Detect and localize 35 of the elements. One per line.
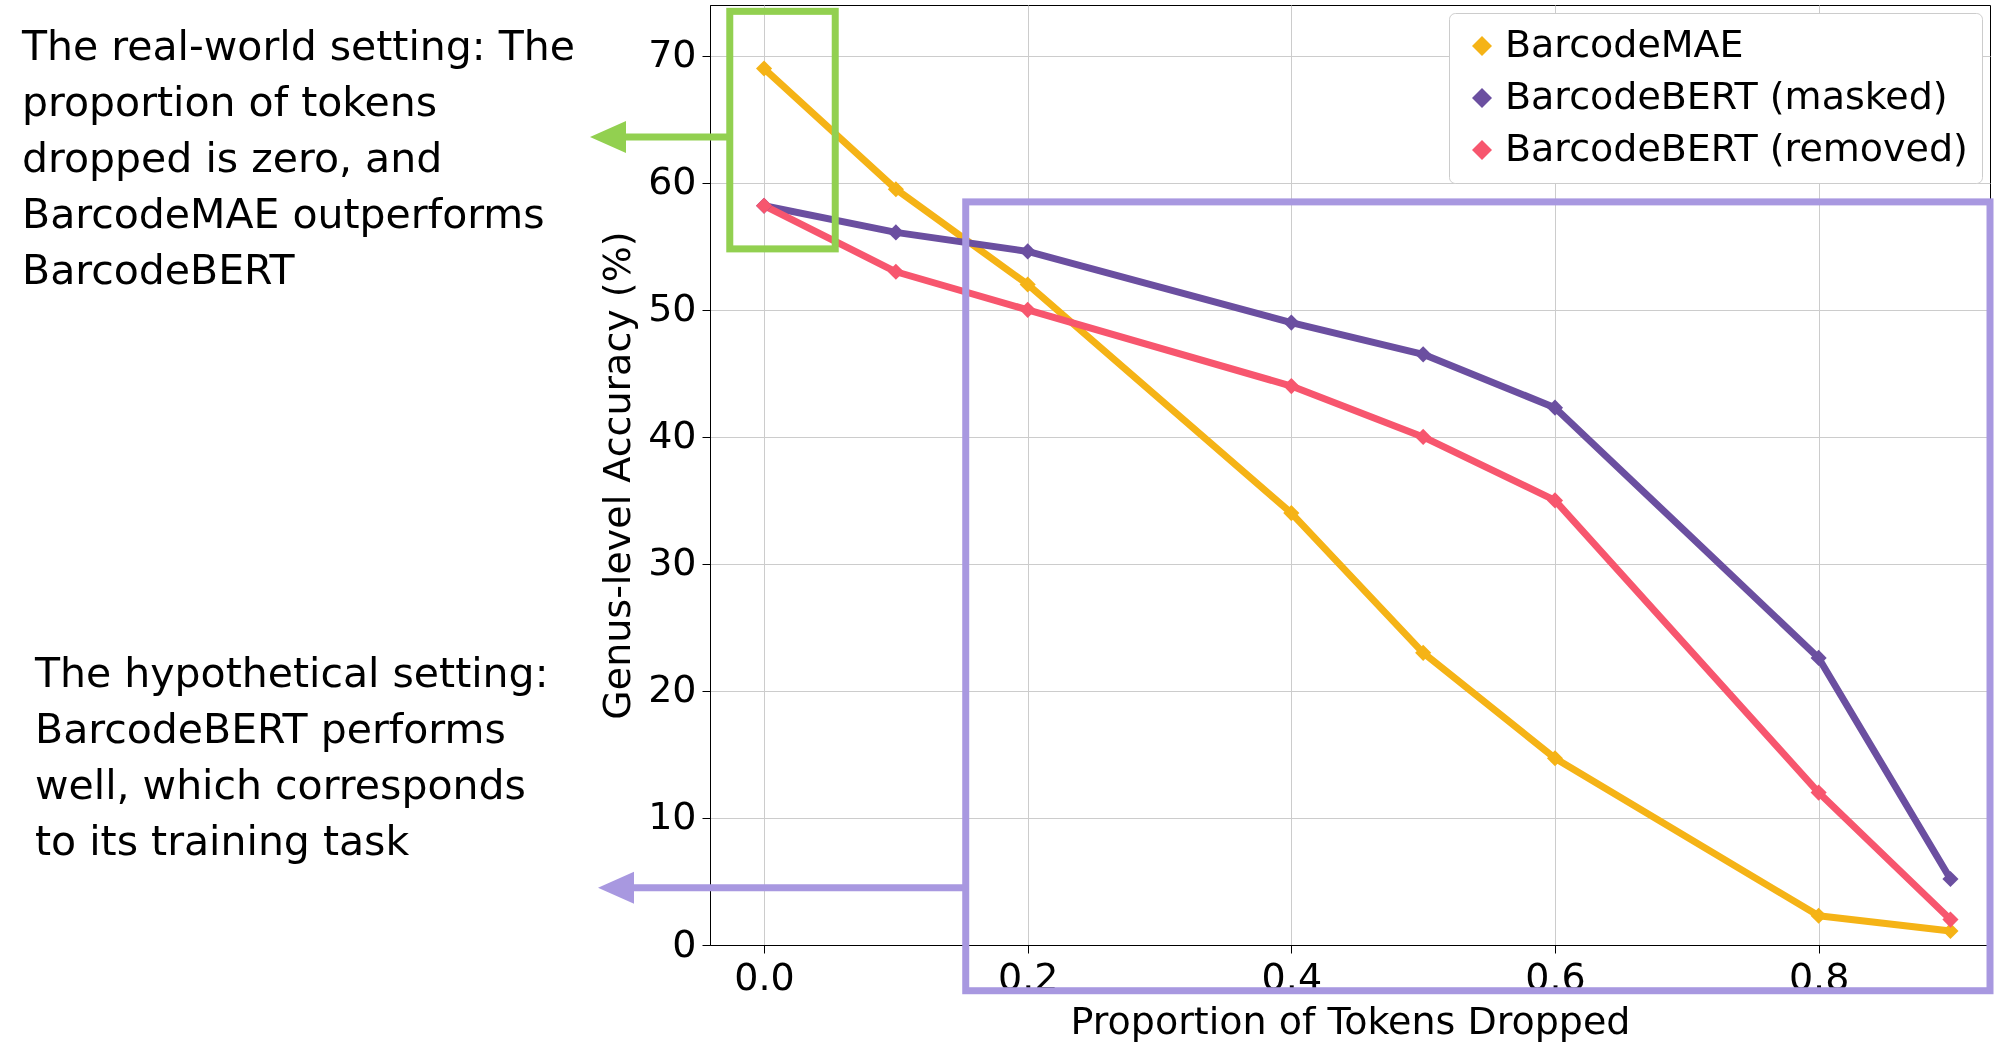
y-tick-label: 20: [648, 667, 697, 712]
text: The real-world setting: The proportion of tokens dropped is zero, and BarcodeMAE outperforms BarcodeBERT: [22, 21, 576, 296]
y-tick-label: 50: [648, 286, 697, 331]
x-axis-title: Proportion of Tokens Dropped: [1070, 998, 1631, 1043]
point: [1283, 314, 1300, 331]
text: The hypothetical setting: BarcodeBERT performs well, which corresponds to its training task: [35, 648, 550, 867]
point: [1546, 399, 1564, 416]
y-tick-label: 30: [648, 540, 697, 585]
y-tick-label: 70: [648, 32, 697, 77]
point: [1283, 378, 1300, 395]
point: [1415, 346, 1432, 363]
y-tick-label: 40: [648, 413, 697, 458]
point: [1019, 276, 1036, 293]
y-tick-label: 10: [648, 794, 697, 839]
x-tick-label: 0.0: [734, 954, 795, 999]
y-tick-label: 60: [648, 159, 697, 204]
y-axis-title: Genus-level Accuracy (%): [595, 231, 640, 720]
y-tick-label: 0: [672, 921, 697, 966]
point: [1415, 428, 1432, 445]
legend-label: BarcodeBERT (masked): [1505, 74, 1948, 118]
point: [1546, 492, 1564, 509]
point: [1810, 784, 1827, 801]
point: [887, 263, 904, 280]
point: [1942, 911, 1959, 928]
point: [1019, 301, 1036, 318]
point: [887, 224, 904, 241]
point: [755, 60, 773, 77]
point: [1942, 870, 1959, 888]
point: [1283, 505, 1300, 522]
point: [1810, 649, 1827, 666]
point: [887, 181, 904, 198]
point: [1415, 644, 1432, 661]
legend-label: BarcodeMAE: [1505, 22, 1744, 66]
legend-label: BarcodeBERT (removed): [1505, 126, 1968, 170]
point: [1546, 750, 1564, 767]
